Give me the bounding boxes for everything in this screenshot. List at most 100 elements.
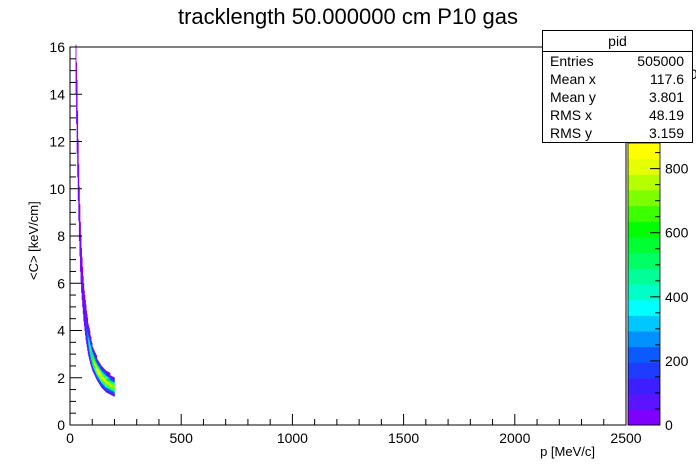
heatmap-cell bbox=[112, 381, 114, 384]
heatmap-cell bbox=[86, 313, 88, 317]
heatmap-cell bbox=[83, 283, 85, 286]
heatmap-cell bbox=[94, 373, 96, 376]
heatmap-cell bbox=[95, 361, 97, 364]
heatmap-cell bbox=[87, 339, 89, 343]
heatmap-cell bbox=[80, 244, 82, 247]
heatmap-cell bbox=[83, 295, 85, 298]
heatmap-cell bbox=[106, 380, 108, 384]
heatmap-cell bbox=[98, 368, 100, 372]
heatmap-cell bbox=[105, 372, 106, 376]
heatmap-cell bbox=[98, 380, 100, 384]
heatmap-cell bbox=[108, 388, 110, 392]
heatmap-cell bbox=[81, 250, 82, 253]
heatmap-cell bbox=[101, 366, 103, 370]
heatmap-cell bbox=[111, 390, 112, 393]
heatmap-cell bbox=[80, 254, 81, 258]
x-tick-label: 2500 bbox=[610, 430, 641, 446]
heatmap-cell bbox=[113, 391, 115, 395]
heatmap-cell bbox=[81, 295, 83, 298]
heatmap-cell bbox=[78, 180, 80, 184]
heatmap-cell bbox=[105, 384, 106, 387]
heatmap-cell bbox=[78, 168, 80, 172]
heatmap-cell bbox=[82, 295, 84, 298]
heatmap-cell bbox=[83, 309, 85, 312]
palette-tick-label: 600 bbox=[665, 225, 689, 241]
heatmap-cell bbox=[76, 97, 77, 101]
heatmap-cell bbox=[88, 344, 90, 348]
heatmap-cell bbox=[104, 381, 106, 384]
heatmap-cell bbox=[82, 302, 84, 305]
heatmap-cell bbox=[85, 306, 86, 310]
heatmap-cell bbox=[89, 330, 91, 334]
heatmap-cell bbox=[78, 171, 80, 174]
heatmap-cell bbox=[102, 378, 104, 382]
heatmap-cell bbox=[77, 146, 79, 149]
heatmap-cell bbox=[87, 335, 89, 338]
y-tick-label: 8 bbox=[57, 228, 65, 244]
heatmap-cell bbox=[85, 316, 87, 319]
heatmap-cell bbox=[78, 233, 80, 237]
heatmap-cell bbox=[86, 332, 88, 336]
heatmap-cell bbox=[86, 341, 87, 344]
heatmap-cell bbox=[76, 104, 77, 108]
heatmap-cell bbox=[97, 360, 99, 364]
heatmap-cell bbox=[77, 150, 79, 154]
heatmap-cell bbox=[96, 363, 98, 367]
heatmap-cell bbox=[75, 44, 77, 48]
heatmap-cell bbox=[89, 358, 91, 362]
heatmap-cell bbox=[80, 236, 81, 239]
heatmap-cell bbox=[77, 139, 79, 142]
heatmap-cell bbox=[112, 386, 114, 389]
heatmap-cell bbox=[76, 114, 77, 117]
heatmap-cell bbox=[101, 368, 102, 371]
heatmap-cell bbox=[83, 287, 85, 291]
heatmap-cell bbox=[82, 292, 84, 296]
heatmap-cell bbox=[103, 373, 105, 377]
heatmap-cell bbox=[77, 174, 79, 178]
heatmap-cell bbox=[86, 334, 87, 337]
heatmap-cell bbox=[79, 227, 81, 231]
heatmap-cell bbox=[76, 69, 77, 73]
heatmap-cell bbox=[76, 120, 78, 123]
heatmap-cell bbox=[82, 299, 84, 303]
heatmap-cell bbox=[83, 297, 85, 301]
heatmap-cell bbox=[84, 311, 86, 315]
heatmap-cell bbox=[95, 358, 97, 362]
heatmap-cell bbox=[77, 129, 79, 133]
heatmap-cell bbox=[77, 146, 79, 149]
heatmap-cell bbox=[84, 316, 86, 319]
heatmap-cell bbox=[78, 207, 80, 211]
heatmap-cell bbox=[83, 318, 85, 322]
heatmap-cell bbox=[110, 378, 112, 381]
heatmap-cell bbox=[90, 339, 92, 343]
heatmap-cell bbox=[88, 337, 90, 341]
heatmap-cell bbox=[95, 367, 96, 370]
heatmap-cell bbox=[77, 122, 79, 126]
heatmap-cell bbox=[93, 362, 95, 366]
heatmap-cell bbox=[88, 356, 90, 360]
stats-row: Entries 505000 bbox=[543, 52, 692, 70]
y-tick-label: 10 bbox=[49, 181, 65, 197]
heatmap-cell bbox=[75, 82, 77, 86]
heatmap-cell bbox=[76, 64, 77, 68]
heatmap-cell bbox=[83, 323, 85, 327]
heatmap-cell bbox=[76, 109, 77, 113]
heatmap-cell bbox=[93, 368, 95, 371]
heatmap-cell bbox=[76, 148, 78, 152]
heatmap-cell bbox=[108, 376, 110, 380]
heatmap-cell bbox=[83, 313, 85, 317]
heatmap-cell bbox=[78, 178, 80, 181]
heatmap-cell bbox=[77, 143, 79, 147]
heatmap-cell bbox=[80, 252, 81, 256]
heatmap-cell bbox=[100, 380, 101, 384]
heatmap-cell bbox=[99, 375, 101, 378]
heatmap-cell bbox=[87, 328, 89, 331]
stats-row: Mean y 3.801 bbox=[543, 88, 692, 106]
heatmap-cell bbox=[96, 377, 98, 381]
heatmap-cell bbox=[95, 374, 96, 377]
heatmap-cell bbox=[109, 389, 111, 392]
heatmap-cell bbox=[93, 354, 95, 357]
heatmap-cell bbox=[80, 261, 81, 265]
heatmap-cell bbox=[106, 387, 107, 391]
heatmap-cell bbox=[77, 153, 79, 156]
